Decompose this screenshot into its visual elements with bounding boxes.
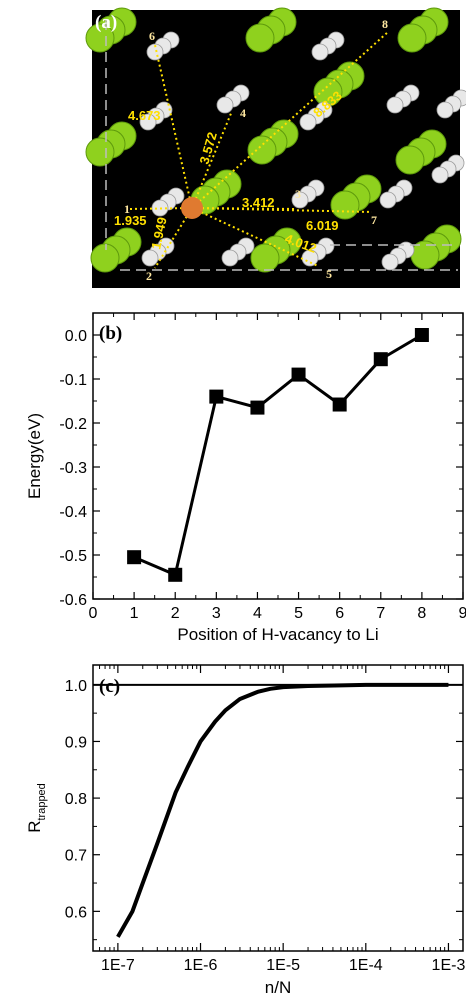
- site-number: 2: [146, 269, 152, 283]
- y-tick-label: 1.0: [65, 678, 87, 695]
- h-atom: [141, 249, 159, 267]
- y-tick-label: 0.9: [65, 734, 87, 751]
- x-tick-label: 1E-7: [101, 957, 135, 974]
- panel-b-ylabel: Energy(eV): [25, 413, 44, 499]
- h-atom: [381, 253, 399, 271]
- h-atom: [436, 101, 454, 119]
- h-atom: [146, 43, 164, 61]
- x-tick-label: 3: [212, 605, 221, 622]
- site-number: 7: [371, 213, 377, 227]
- distance-value: 1.949: [148, 216, 169, 251]
- data-point: [168, 567, 183, 582]
- green-atom: [85, 23, 115, 53]
- green-atom: [245, 23, 275, 53]
- distance-line: [154, 207, 193, 269]
- x-tick-label: 6: [335, 605, 344, 622]
- site-number: 3: [295, 187, 301, 201]
- x-tick-label: 1E-5: [266, 957, 300, 974]
- atom-lattice: [85, 7, 466, 273]
- energy-series-line: [133, 333, 423, 577]
- panel-a: (a) 11.93521.94933.41243.57254.01264.673…: [85, 7, 466, 288]
- h-atom: [386, 96, 404, 114]
- x-tick-label: 1E-6: [184, 957, 218, 974]
- h-atom: [216, 96, 234, 114]
- x-tick-label: 1E-3: [432, 957, 466, 974]
- panel-b-ticks: 0 1 2 3 4 5 6 7 8 9 0.0 -0.1 -0.2 -0.3 -0.4 -0.5 -0.6: [59, 312, 466, 622]
- y-tick-label: -0.3: [59, 460, 87, 477]
- y-tick-label: 0.7: [65, 848, 87, 865]
- li-atom: [181, 197, 203, 219]
- panel-c-ylabel: Rtrapped: [25, 783, 48, 833]
- x-tick-label: 5: [294, 605, 303, 622]
- x-tick-label: 0: [89, 605, 98, 622]
- panel-c-label: (c): [99, 676, 120, 697]
- panel-b-label: (b): [99, 323, 122, 344]
- x-tick-label: 8: [417, 605, 426, 622]
- panel-c-ticks: 1E-7 1E-6 1E-5 1E-4 1E-3 0.6 0.7 0.8 0.9 1.0: [65, 665, 466, 974]
- x-tick-label: 1E-4: [349, 957, 383, 974]
- y-tick-label: 0.0: [65, 328, 87, 345]
- distance-lines: [129, 31, 389, 269]
- h-atom: [139, 113, 157, 131]
- green-atom: [395, 145, 425, 175]
- h-atom: [311, 43, 329, 61]
- green-atom: [247, 135, 277, 165]
- distance-value: 1.935: [114, 213, 147, 228]
- panel-c-xlabel: n/N: [265, 978, 291, 997]
- trapped-ratio-curve: [116, 682, 449, 938]
- panel-a-label: (a): [95, 12, 117, 33]
- data-point: [373, 352, 388, 367]
- distance-line: [191, 207, 373, 213]
- energy-series-markers: [127, 328, 429, 582]
- distance-value: 4.673: [128, 108, 161, 123]
- panel-b: 0 1 2 3 4 5 6 7 8 9 0.0 -0.1 -0.2 -0.3 -0.4 -0.5 -0.6 (b…: [25, 312, 466, 644]
- y-tick-label: -0.4: [59, 504, 87, 521]
- site-number: 8: [382, 17, 388, 31]
- x-tick-label: 4: [253, 605, 262, 622]
- green-atom: [250, 243, 280, 273]
- panel-c-ylabel-main: R: [25, 821, 44, 833]
- panel-c: 1E-7 1E-6 1E-5 1E-4 1E-30.60.70.80.91.0 (c) …: [25, 664, 466, 997]
- x-tick-label: 1: [130, 605, 139, 622]
- y-tick-label: 0.6: [65, 904, 87, 921]
- x-tick-label: 2: [171, 605, 180, 622]
- panel-c-ylabel-sub: trapped: [36, 783, 48, 820]
- data-point: [209, 389, 224, 404]
- h-atom: [431, 166, 449, 184]
- y-tick-label: -0.5: [59, 548, 87, 565]
- site-number: 6: [149, 29, 155, 43]
- data-point: [127, 550, 142, 565]
- distance-value: 6.019: [306, 218, 339, 233]
- h-atom: [379, 191, 397, 209]
- y-tick-label: -0.6: [59, 592, 87, 609]
- green-atom: [330, 190, 360, 220]
- y-tick-label: -0.2: [59, 416, 87, 433]
- green-atom: [90, 243, 120, 273]
- data-point: [291, 367, 306, 382]
- y-tick-label: -0.1: [59, 372, 87, 389]
- distance-line: [191, 207, 319, 267]
- distance-value: 3.412: [242, 195, 275, 210]
- green-atom: [85, 137, 115, 167]
- data-point: [250, 400, 265, 415]
- h-atom: [291, 191, 309, 209]
- green-atom: [397, 23, 427, 53]
- panel-b-xlabel: Position of H-vacancy to Li: [177, 625, 378, 644]
- panel-c-frame: [92, 664, 464, 952]
- data-point: [332, 397, 347, 412]
- h-atom: [221, 249, 239, 267]
- y-tick-label: 0.8: [65, 791, 87, 808]
- x-tick-label: 7: [376, 605, 385, 622]
- site-number: 4: [240, 106, 246, 120]
- site-number: 1: [124, 202, 130, 216]
- distance-line: [191, 31, 389, 209]
- site-number: 5: [326, 267, 332, 281]
- h-atom: [299, 113, 317, 131]
- x-tick-label: 9: [459, 605, 466, 622]
- data-point: [414, 328, 429, 342]
- panel-b-frame: [92, 312, 464, 600]
